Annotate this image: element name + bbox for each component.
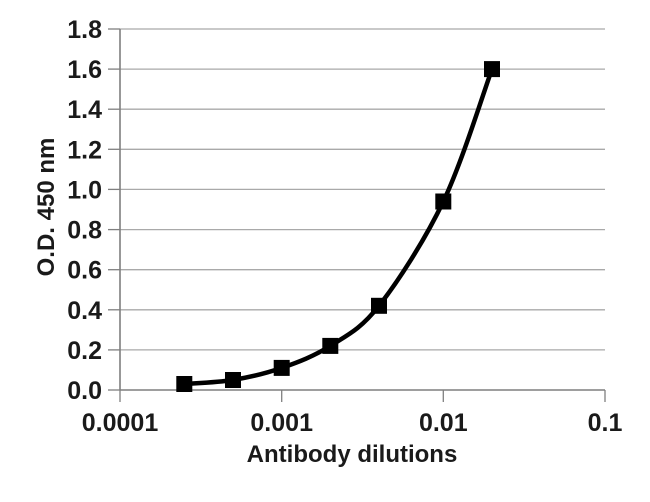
y-tick-label: 0.0	[67, 377, 102, 405]
y-tick-label: 0.6	[67, 257, 102, 285]
data-point-marker	[371, 297, 387, 314]
data-point-marker	[273, 359, 290, 376]
x-axis-title: Antibody dilutions	[246, 441, 458, 468]
y-tick-label: 1.0	[67, 176, 102, 204]
y-tick-label: 1.4	[67, 96, 102, 124]
data-point-marker	[225, 372, 241, 388]
x-tick-label: 0.001	[250, 409, 313, 437]
x-tick-label: 0.1	[588, 409, 623, 437]
y-tick-label: 1.2	[67, 136, 102, 164]
data-point-marker	[322, 337, 339, 354]
y-tick-label: 0.8	[67, 217, 102, 245]
x-tick-label: 0.01	[419, 409, 468, 437]
data-line	[182, 66, 495, 387]
y-axis-title: O.D. 450 nm	[32, 137, 60, 277]
data-point-marker	[435, 193, 452, 210]
y-tick-label: 1.8	[67, 16, 102, 44]
x-tick-label: 0.0001	[82, 409, 159, 437]
y-tick-label: 0.2	[67, 337, 102, 365]
data-point-marker	[176, 376, 193, 392]
data-point-marker	[484, 61, 500, 78]
y-tick-label: 0.4	[67, 297, 102, 325]
y-tick-label: 1.6	[67, 56, 102, 84]
